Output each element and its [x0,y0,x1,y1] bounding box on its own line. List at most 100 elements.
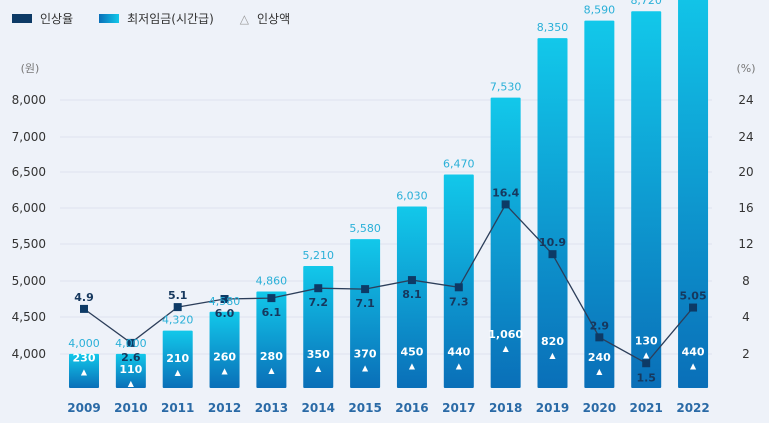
triangle-icon: ▲ [81,367,88,376]
left-tick-label: 6,500 [12,165,46,179]
right-tick-label: 20 [738,165,753,179]
wage-label: 8,720 [630,0,662,7]
wage-label: 4,320 [162,314,194,327]
wage-bar [303,266,334,388]
legend-label: 인상율 [40,12,74,26]
wage-label: 8,350 [537,21,569,34]
triangle-icon: ▲ [596,367,603,376]
left-tick-label: 6,000 [12,201,46,215]
rate-marker [454,283,463,292]
increase-label: 370 [354,348,377,361]
rate-marker [126,338,135,347]
triangle-icon: ▲ [315,364,322,373]
wage-label: 4,000 [115,337,147,350]
wage-bar [115,353,146,388]
increase-label: 280 [260,350,283,363]
left-tick-label: 4,000 [12,347,46,361]
legend-item-rate: 인상율 [12,10,73,27]
increase-label: 440 [682,346,705,359]
year-label: 2022 [676,401,709,415]
wage-bar [256,291,287,388]
rate-marker [595,333,604,342]
wage-label: 4,000 [68,337,100,350]
rate-label: 2.6 [121,351,141,364]
wage-bar [537,38,568,389]
rate-marker [689,303,698,312]
rate-label: 5.05 [679,290,706,303]
rate-label: 10.9 [539,236,566,249]
legend-label: 인상액 [257,12,291,26]
rate-label: 5.1 [168,289,188,302]
rate-label: 6.1 [262,306,282,319]
rate-label: 2.9 [590,319,610,332]
wage-bar [69,353,99,388]
rate-label: 16.4 [492,186,519,199]
wage-bar [631,11,662,389]
year-label: 2018 [489,401,522,415]
wage-bar [678,0,709,388]
rate-swatch [12,14,32,23]
triangle-icon: ▲ [128,379,135,388]
wage-label: 8,590 [584,4,616,17]
right-axis-unit: (%) [736,62,755,75]
legend-item-increase: △ 인상액 [240,10,290,27]
wage-label: 5,210 [303,249,335,262]
wage-bar [350,239,381,388]
legend-label: 최저임금(시간급) [127,12,214,26]
wage-bar [162,330,193,388]
year-label: 2017 [442,401,475,415]
increase-label: 450 [400,345,423,358]
triangle-icon: ▲ [362,364,369,373]
increase-label: 1,060 [488,328,523,341]
wage-bar [490,97,521,388]
right-tick-label: 4 [742,310,750,324]
triangle-icon: ▲ [549,351,556,360]
rate-label: 1.5 [636,371,656,384]
rate-label: 7.1 [355,297,375,310]
triangle-icon: ▲ [643,350,650,359]
year-label: 2010 [114,401,147,415]
rate-marker [501,200,510,209]
triangle-icon: ▲ [456,362,463,371]
triangle-icon: ▲ [690,362,697,371]
rate-marker [361,285,370,294]
triangle-icon: ▲ [268,366,275,375]
increase-label: 230 [73,351,96,364]
rate-marker [548,250,557,259]
increase-label: 130 [635,334,658,347]
rate-label: 7.3 [449,295,469,308]
year-label: 2015 [348,401,381,415]
increase-label: 240 [588,351,611,364]
increase-label: 110 [119,363,142,376]
increase-label: 260 [213,351,236,364]
left-axis-unit: (원) [21,62,40,75]
rate-marker [642,359,651,368]
year-label: 2011 [161,401,194,415]
year-label: 2009 [67,401,100,415]
increase-label: 440 [447,346,470,359]
rate-label: 6.0 [215,307,235,320]
rate-line [83,203,694,365]
increase-label: 820 [541,335,564,348]
right-tick-label: 24 [738,130,753,144]
wage-label: 7,530 [490,81,522,94]
year-label: 2016 [395,401,428,415]
wage-label: 6,030 [396,190,428,203]
rate-marker [267,294,276,303]
triangle-icon: ▲ [221,367,228,376]
right-tick-label: 2 [742,347,750,361]
triangle-icon: ▲ [503,344,510,353]
year-label: 2012 [208,401,241,415]
right-tick-label: 16 [738,201,753,215]
wage-label: 4,580 [209,295,241,308]
wage-swatch [99,14,120,23]
right-tick-label: 8 [742,274,750,288]
wage-bar [584,20,615,388]
triangle-icon: ▲ [175,368,182,377]
rate-marker [407,276,416,285]
left-tick-label: 5,000 [12,274,46,288]
legend-item-wage: 최저임금(시간급) [99,10,214,27]
increase-label: 210 [166,352,189,365]
